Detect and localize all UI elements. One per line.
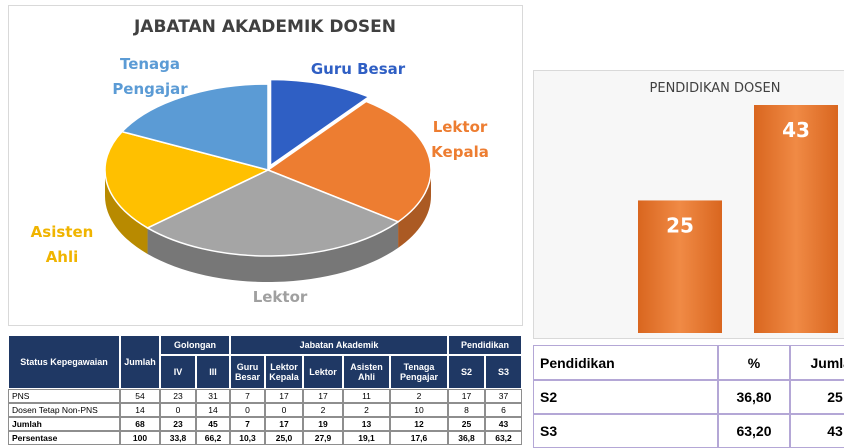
- table-column-header: S2: [448, 355, 485, 389]
- table-column-header: S3: [485, 355, 522, 389]
- table-column-header: Lektor: [303, 355, 343, 389]
- slice-label: Lektor: [252, 288, 308, 306]
- pie-title: JABATAN AKADEMIK DOSEN: [133, 17, 396, 37]
- table-cell: 7: [230, 389, 265, 403]
- table-header: Pendidikan: [533, 345, 718, 380]
- table-cell: 17: [448, 389, 485, 403]
- table-cell: 7: [230, 417, 265, 431]
- slice-label: Asisten Ahli: [30, 223, 94, 266]
- table-cell: Persentase: [8, 431, 120, 445]
- bar-title: PENDIDIKAN DOSEN: [650, 81, 781, 96]
- table-cell: 0: [230, 403, 265, 417]
- table-cell: 54: [120, 389, 160, 403]
- pie-slice: [266, 100, 432, 223]
- table-header: %: [718, 345, 790, 380]
- table-cell: 37: [485, 389, 522, 403]
- table-cell: Jumlah: [8, 417, 120, 431]
- table-column-header: Guru Besar: [230, 355, 265, 389]
- table-column-header: IV: [160, 355, 196, 389]
- bar-value-label: 25: [666, 213, 694, 237]
- table-column-header: III: [196, 355, 230, 389]
- table-cell: 17: [265, 417, 303, 431]
- table-cell: 6: [485, 403, 522, 417]
- slice-side: [398, 170, 431, 248]
- table-cell: 25,0: [265, 431, 303, 445]
- table-cell: 8: [448, 403, 485, 417]
- table-cell: 0: [265, 403, 303, 417]
- slice-label: Lektor Kepala: [431, 118, 489, 161]
- table-cell: 23: [160, 417, 196, 431]
- bar-value-label: 43: [782, 118, 810, 142]
- slice-side: [105, 170, 148, 254]
- pie-slice: [269, 78, 371, 167]
- table-cell: 2: [343, 403, 390, 417]
- table-cell: 10,3: [230, 431, 265, 445]
- table-column-header: Lektor Kepala: [265, 355, 303, 389]
- table-cell: 17: [265, 389, 303, 403]
- table-cell: 31: [196, 389, 230, 403]
- table-cell: 14: [120, 403, 160, 417]
- table-cell: 68: [120, 417, 160, 431]
- table-cell: S2: [533, 380, 718, 414]
- table-cell: 27,9: [303, 431, 343, 445]
- table-cell: 17,6: [390, 431, 448, 445]
- slice-label: Tenaga Pengajar: [112, 55, 188, 98]
- table-cell: 43: [790, 414, 844, 448]
- table-cell: 2: [303, 403, 343, 417]
- bar: [638, 200, 722, 333]
- table-header: Jumlah: [120, 335, 160, 389]
- table-cell: 25: [448, 417, 485, 431]
- table-cell: 11: [343, 389, 390, 403]
- table-cell: 100: [120, 431, 160, 445]
- table-column-header: Tenaga Pengajar: [390, 355, 448, 389]
- table-cell: PNS: [8, 389, 120, 403]
- table-cell: 19,1: [343, 431, 390, 445]
- slice-label: Guru Besar: [310, 60, 406, 78]
- pie-slice: [145, 169, 400, 257]
- table-cell: 43: [485, 417, 522, 431]
- table-cell: S3: [533, 414, 718, 448]
- table-cell: 19: [303, 417, 343, 431]
- table-cell: 13: [343, 417, 390, 431]
- slice-side: [147, 221, 399, 282]
- table-cell: 17: [303, 389, 343, 403]
- table-cell: 23: [160, 389, 196, 403]
- table-cell: 33,8: [160, 431, 196, 445]
- table-cell: 2: [390, 389, 448, 403]
- table-group-header: Pendidikan: [448, 335, 522, 355]
- table-cell: 14: [196, 403, 230, 417]
- table-cell: 25: [790, 380, 844, 414]
- table-column-header: Asisten Ahli: [343, 355, 390, 389]
- table-cell: 12: [390, 417, 448, 431]
- pie-slice: [120, 83, 269, 171]
- table-cell: 0: [160, 403, 196, 417]
- bar: [754, 105, 838, 333]
- table-cell: 36,80: [718, 380, 790, 414]
- table-cell: 63,2: [485, 431, 522, 445]
- table-header: Status Kepegawaian: [8, 335, 120, 389]
- pie-slice: [104, 130, 271, 229]
- table-cell: 36,8: [448, 431, 485, 445]
- table-group-header: Golongan: [160, 335, 230, 355]
- table-header: Jumlah: [790, 345, 844, 380]
- table-group-header: Jabatan Akademik: [230, 335, 448, 355]
- table-cell: 66,2: [196, 431, 230, 445]
- table-cell: 45: [196, 417, 230, 431]
- table-cell: 63,20: [718, 414, 790, 448]
- table-cell: Dosen Tetap Non-PNS: [8, 403, 120, 417]
- table-cell: 10: [390, 403, 448, 417]
